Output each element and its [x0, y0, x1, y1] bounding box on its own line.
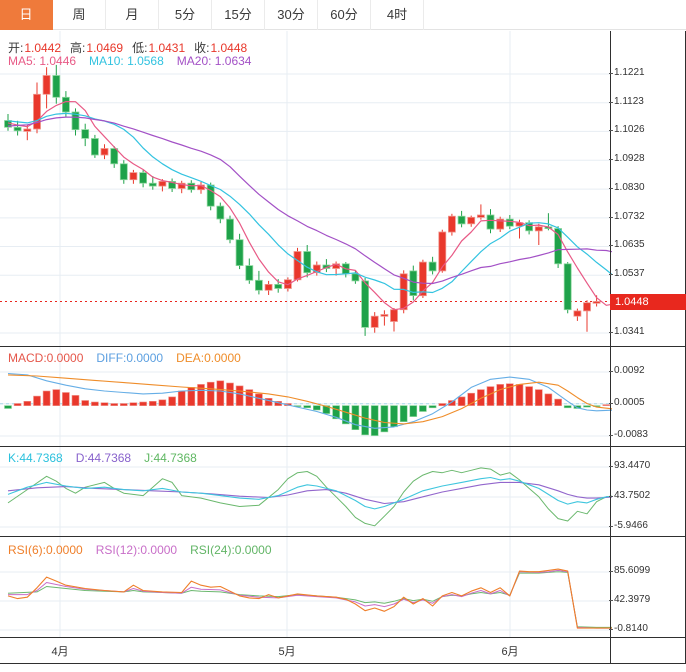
- low-label: 低:: [132, 41, 148, 55]
- ohlc-readout: 开:1.0442 高:1.0469 低:1.0431 收:1.0448: [8, 39, 256, 56]
- axis-label: -0.8140: [609, 623, 648, 634]
- axis-label: 0.0005: [609, 396, 645, 408]
- axis-label: 93.4470: [608, 460, 651, 471]
- current-price-badge: 1.0448: [610, 293, 686, 310]
- axis-label: 1.0928: [609, 153, 645, 165]
- macd-chart: [0, 347, 612, 446]
- ma10-value: MA10: 1.0568: [89, 54, 164, 68]
- axis-label: 1.0341: [609, 326, 645, 337]
- ma5-value: MA5: 1.0446: [8, 54, 77, 68]
- main-price-panel: [0, 31, 686, 347]
- rsi-panel: [0, 537, 686, 638]
- month-label: 5月: [278, 646, 296, 658]
- macd-readout: MACD:0.0000 DIFF:0.0000 DEA:0.0000: [8, 351, 241, 365]
- axis-label: 1.1221: [609, 67, 645, 78]
- period-tab[interactable]: 5分: [159, 0, 212, 30]
- close-value: 1.0448: [210, 41, 248, 55]
- period-tab[interactable]: 30分: [265, 0, 318, 30]
- candlestick-chart: [0, 31, 612, 346]
- axis-label: 1.1026: [609, 124, 645, 136]
- period-tab[interactable]: 月: [106, 0, 159, 30]
- plot-axis-divider: [610, 31, 611, 664]
- high-value: 1.0469: [86, 41, 124, 55]
- rsi-chart: [0, 537, 612, 637]
- period-tab[interactable]: 15分: [212, 0, 265, 30]
- axis-label: 0.0092: [609, 365, 645, 376]
- axis-label: -5.9466: [609, 520, 648, 531]
- macd-value: MACD:0.0000: [8, 351, 84, 365]
- axis-label: 1.1123: [609, 95, 644, 107]
- j-value: J:44.7368: [144, 451, 197, 465]
- period-tab[interactable]: 60分: [318, 0, 371, 30]
- close-label: 收:: [194, 41, 210, 55]
- open-value: 1.0442: [24, 41, 62, 55]
- axis-label: 1.0732: [609, 210, 645, 222]
- period-tab[interactable]: 日: [0, 0, 53, 30]
- ma-readout: MA5: 1.0446 MA10: 1.0568 MA20: 1.0634: [8, 54, 251, 68]
- time-axis: 4月 5月 6月: [0, 638, 686, 664]
- open-label: 开:: [8, 41, 24, 55]
- rsi12-value: RSI(12):0.0000: [95, 543, 178, 557]
- k-value: K:44.7368: [8, 451, 63, 465]
- dea-value: DEA:0.0000: [176, 351, 241, 365]
- kdj-readout: K:44.7368 D:44.7368 J:44.7368: [8, 451, 197, 465]
- rsi6-value: RSI(6):0.0000: [8, 543, 83, 557]
- d-value: D:44.7368: [75, 451, 132, 465]
- axis-label: 43.7502: [608, 490, 651, 501]
- month-label: 6月: [501, 646, 519, 658]
- period-tab[interactable]: 周: [53, 0, 106, 30]
- rsi24-value: RSI(24):0.0000: [190, 543, 272, 557]
- low-value: 1.0431: [148, 41, 186, 55]
- axis-label: 1.0635: [609, 239, 645, 251]
- high-label: 高:: [70, 41, 86, 55]
- axis-label: 1.0537: [609, 268, 645, 280]
- ma20-value: MA20: 1.0634: [176, 54, 252, 68]
- kdj-chart: [0, 447, 612, 536]
- rsi-readout: RSI(6):0.0000 RSI(12):0.0000 RSI(24):0.000…: [8, 543, 272, 557]
- month-label: 4月: [51, 646, 69, 658]
- diff-value: DIFF:0.0000: [96, 351, 164, 365]
- axis-label: -0.0083: [609, 429, 648, 440]
- kdj-panel: [0, 447, 686, 537]
- axis-label: 85.6099: [608, 565, 651, 576]
- macd-panel: [0, 347, 686, 447]
- axis-label: 1.0830: [609, 182, 645, 194]
- axis-label: 42.3979: [608, 594, 651, 605]
- period-tab[interactable]: 4时: [371, 0, 424, 30]
- period-tabbar: 日周月 5分 15分 30分 60分 4时: [0, 0, 686, 30]
